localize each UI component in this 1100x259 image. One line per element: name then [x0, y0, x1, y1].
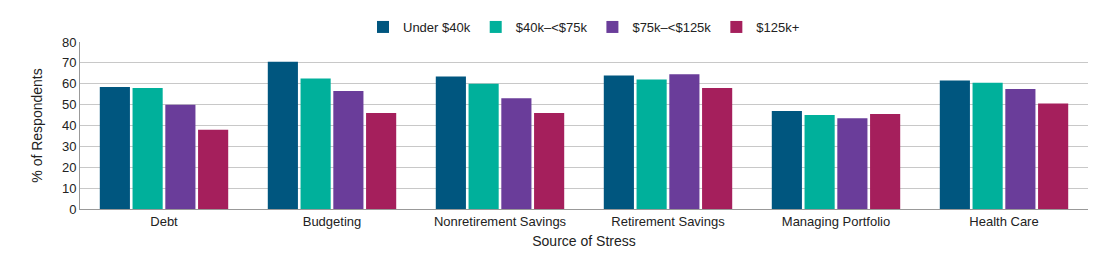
svg-text:Under $40k: Under $40k [403, 20, 471, 35]
svg-text:Source of Stress: Source of Stress [532, 233, 636, 249]
svg-text:60: 60 [62, 76, 76, 91]
svg-text:50: 50 [62, 97, 76, 112]
svg-text:20: 20 [62, 160, 76, 175]
svg-text:10: 10 [62, 181, 76, 196]
svg-text:70: 70 [62, 55, 76, 70]
svg-text:Budgeting: Budgeting [303, 214, 362, 229]
svg-text:0: 0 [69, 202, 76, 217]
svg-text:80: 80 [62, 35, 76, 50]
svg-text:$75k–<$125k: $75k–<$125k [632, 20, 711, 35]
svg-text:Managing Portfolio: Managing Portfolio [782, 214, 890, 229]
svg-text:$40k–<$75k: $40k–<$75k [516, 20, 588, 35]
svg-text:Retirement Savings: Retirement Savings [611, 214, 725, 229]
svg-text:30: 30 [62, 139, 76, 154]
svg-text:40: 40 [62, 118, 76, 133]
svg-text:Nonretirement Savings: Nonretirement Savings [434, 214, 567, 229]
svg-text:% of Respondents: % of Respondents [29, 68, 45, 182]
svg-text:$125k+: $125k+ [756, 20, 799, 35]
svg-text:Debt: Debt [150, 214, 178, 229]
svg-text:Health Care: Health Care [969, 214, 1038, 229]
